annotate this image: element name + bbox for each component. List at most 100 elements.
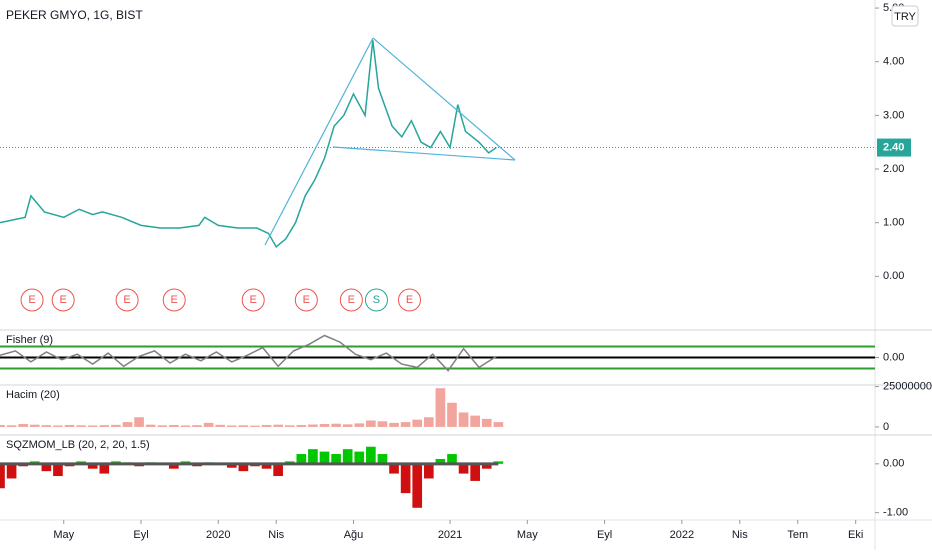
trend-line[interactable]: [264, 37, 374, 246]
event-marker[interactable]: [241, 288, 265, 312]
event-marker[interactable]: [339, 288, 363, 312]
series-line: [0, 334, 497, 372]
bar: [273, 424, 283, 427]
bar: [87, 425, 98, 427]
y-tick-label: 0: [883, 421, 889, 433]
histogram: [308, 449, 318, 464]
y-tick-label: 4.00: [883, 56, 904, 68]
bar: [29, 424, 40, 427]
bar: [470, 415, 480, 427]
bar: [226, 425, 237, 427]
last-price-box: [877, 138, 911, 157]
y-tick-label: 1.00: [883, 217, 904, 229]
event-marker[interactable]: [397, 288, 421, 312]
series-line: [0, 40, 497, 248]
x-tick-label: Eki: [848, 529, 863, 541]
event-marker[interactable]: [20, 288, 44, 312]
last-price-label: 2.40: [883, 141, 904, 153]
bar: [377, 421, 388, 427]
y-tick-label: -1.00: [883, 507, 908, 519]
bar: [389, 422, 399, 427]
bar: [354, 423, 365, 427]
histogram: [53, 463, 63, 477]
histogram: [377, 454, 388, 464]
histogram: [481, 463, 492, 469]
histogram: [470, 463, 480, 481]
event-label: E: [28, 294, 35, 306]
histogram: [99, 463, 110, 474]
bar: [423, 417, 434, 427]
bar: [296, 425, 307, 427]
y-tick-label: 250000000: [883, 381, 932, 393]
bar: [400, 422, 411, 427]
y-tick-label: 2.00: [883, 163, 904, 175]
histogram: [354, 451, 365, 464]
bar: [342, 424, 353, 427]
histogram: [41, 463, 52, 472]
histogram: [447, 454, 457, 464]
x-tick-label: Tem: [787, 529, 808, 541]
x-tick-label: 2021: [438, 529, 462, 541]
bar: [0, 425, 5, 427]
histogram: [423, 463, 434, 479]
event-marker[interactable]: [115, 288, 139, 312]
event-label: E: [406, 294, 413, 306]
bar: [180, 425, 191, 427]
trend-line[interactable]: [372, 37, 516, 161]
bar: [203, 422, 214, 427]
y-tick-label: 0.00: [883, 458, 904, 470]
currency-box[interactable]: [891, 5, 919, 27]
bar: [64, 425, 75, 427]
event-label: E: [348, 294, 355, 306]
bar: [447, 402, 457, 427]
histogram: [435, 458, 446, 464]
x-tick-label: Nis: [732, 529, 748, 541]
bar: [481, 418, 492, 427]
bar: [145, 424, 156, 427]
event-marker[interactable]: [162, 288, 186, 312]
bar: [319, 424, 330, 427]
event-label: E: [250, 294, 257, 306]
bar: [18, 424, 29, 427]
bar: [122, 422, 133, 427]
bar: [192, 425, 202, 427]
histogram: [342, 449, 353, 464]
x-tick-label: Ağu: [344, 529, 364, 541]
x-tick-label: May: [53, 529, 74, 541]
bar: [250, 425, 260, 427]
event-marker[interactable]: [364, 288, 388, 312]
bar: [458, 412, 469, 427]
y-tick-label: 3.00: [883, 109, 904, 121]
pane-title: SQZMOM_LB (20, 2, 20, 1.5): [6, 439, 150, 451]
bar: [215, 424, 226, 427]
x-tick-label: Nis: [268, 529, 284, 541]
histogram: [226, 463, 237, 468]
event-label: E: [171, 294, 178, 306]
event-marker[interactable]: [294, 288, 318, 312]
bar: [169, 425, 179, 427]
bar: [284, 425, 295, 427]
bar: [99, 425, 110, 427]
bar: [435, 388, 446, 427]
pane-title: Fisher (9): [6, 334, 53, 346]
trend-line[interactable]: [332, 146, 516, 161]
event-marker[interactable]: [51, 288, 75, 312]
bar: [76, 425, 86, 427]
x-tick-label: Eyl: [597, 529, 612, 541]
bar: [412, 419, 423, 427]
y-tick-label: 0.00: [883, 270, 904, 282]
event-label: E: [303, 294, 310, 306]
bar: [331, 423, 341, 427]
histogram: [331, 454, 341, 464]
event-label: S: [373, 294, 380, 306]
histogram: [6, 463, 17, 479]
currency: TRY: [894, 11, 916, 23]
event-label: E: [123, 294, 130, 306]
x-tick-label: May: [517, 529, 538, 541]
bar: [41, 425, 52, 427]
event-label: E: [59, 294, 66, 306]
bar: [308, 424, 318, 427]
histogram: [296, 454, 307, 464]
